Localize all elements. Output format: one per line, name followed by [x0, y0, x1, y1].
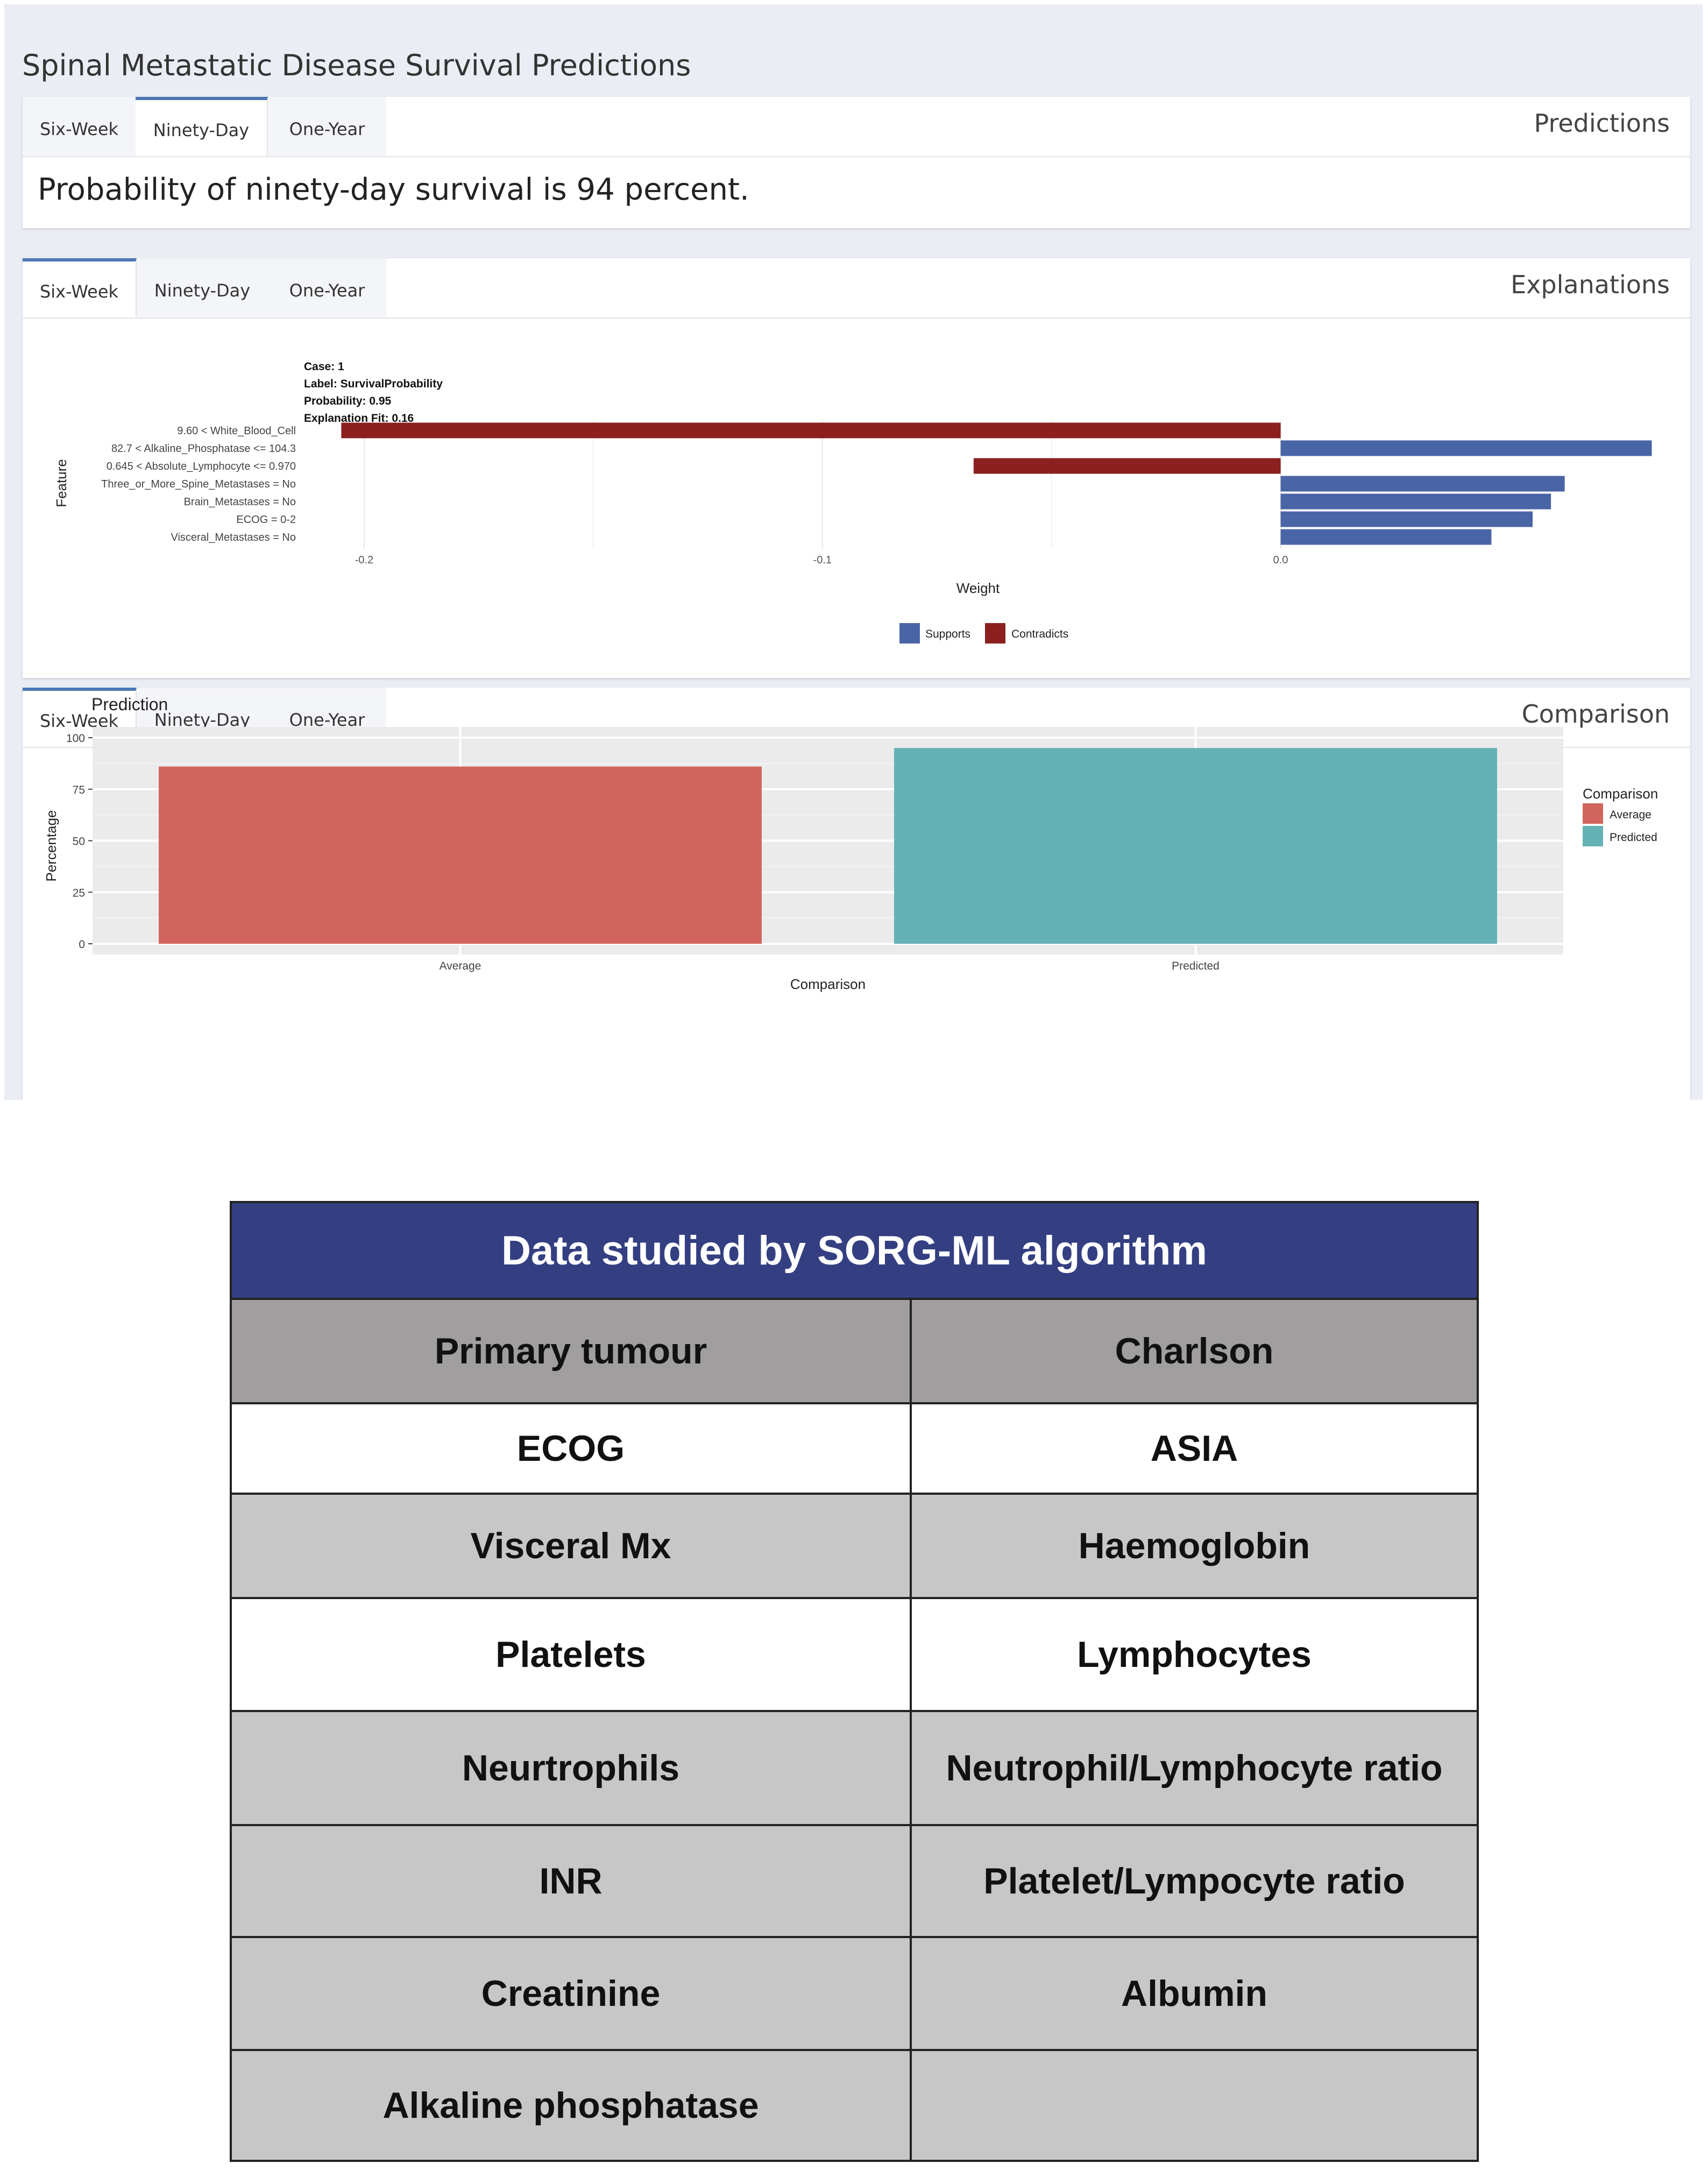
table-row: INR Platelet/Lympocyte ratio	[232, 1824, 1477, 1936]
y-tick-label: 0	[79, 938, 85, 951]
table-row: ECOG ASIA	[232, 1402, 1477, 1493]
table-cell: ECOG	[232, 1404, 912, 1493]
feature-label: 0.645 < Absolute_Lymphocyte <= 0.970	[107, 461, 296, 472]
feature-bar	[341, 422, 1281, 439]
comparison-heading: Comparison	[1521, 699, 1670, 729]
info-line: Label: SurvivalProbability	[304, 378, 443, 390]
x-tick-label: 0.0	[1273, 554, 1288, 566]
legend-swatch-contradicts	[985, 623, 1005, 644]
y-tick-label: 50	[73, 836, 85, 848]
x-tick-label: Average	[440, 960, 481, 972]
tab-six-week[interactable]: Six-Week	[23, 258, 137, 317]
table-cell: Neurtrophils	[232, 1712, 912, 1824]
chart-title: Prediction	[91, 695, 168, 714]
tab-ninety-day[interactable]: Ninety-Day	[136, 97, 268, 156]
feature-label: Three_or_More_Spine_Metastases = No	[101, 478, 296, 490]
legend-swatch-predicted	[1583, 826, 1603, 846]
prediction-text: Probability of ninety-day survival is 94…	[38, 172, 749, 207]
table-row: Visceral Mx Haemoglobin	[232, 1493, 1477, 1597]
table-header-row: Primary tumour Charlson	[232, 1298, 1477, 1402]
sorg-ml-data-table: Data studied by SORG-ML algorithm Primar…	[230, 1201, 1479, 2162]
x-axis-label: Comparison	[790, 976, 866, 992]
legend-swatch-average	[1583, 803, 1603, 824]
info-line: Probability: 0.95	[304, 395, 392, 407]
x-tick-label: Predicted	[1172, 960, 1220, 972]
table-cell: Lymphocytes	[1077, 1634, 1312, 1675]
tab-ninety-day[interactable]: Ninety-Day	[137, 258, 268, 317]
table-cell: Platelet/Lympocyte ratio	[983, 1861, 1405, 1902]
predictions-heading: Predictions	[1534, 109, 1670, 138]
feature-bar	[1280, 529, 1492, 545]
explanations-heading: Explanations	[1511, 270, 1670, 299]
explanations-panel: Six-Week Ninety-Day One-Year Explanation…	[23, 258, 1690, 678]
table-header-cell: Primary tumour	[232, 1300, 912, 1402]
table-cell: Alkaline phosphatase	[232, 2051, 912, 2160]
legend-label: Predicted	[1610, 831, 1657, 844]
table-cell: Platelets	[232, 1599, 912, 1710]
explanation-chart: Case: 1 Label: SurvivalProbability Probabi…	[53, 361, 1652, 644]
legend-label: Contradicts	[1011, 628, 1068, 640]
table-row: Creatinine Albumin	[232, 1936, 1477, 2049]
table-cell: Creatinine	[232, 1938, 912, 2049]
comparison-panel: Six-Week Ninety-Day One-Year Comparison …	[23, 688, 1690, 1100]
table-row: Neurtrophils Neutrophil/Lymphocyte ratio	[232, 1710, 1477, 1824]
feature-label: ECOG = 0-2	[236, 514, 296, 526]
comparison-bar	[894, 748, 1497, 944]
explanations-tabs: Six-Week Ninety-Day One-Year	[23, 258, 1690, 319]
comparison-bar	[159, 766, 762, 944]
table-row: Platelets Lymphocytes	[232, 1597, 1477, 1710]
table-row: Alkaline phosphatase	[232, 2049, 1477, 2160]
app-window: Spinal Metastatic Disease Survival Predi…	[4, 4, 1703, 1100]
y-axis-label: Feature	[53, 459, 69, 507]
legend-label: Supports	[925, 628, 970, 640]
feature-label: 82.7 < Alkaline_Phosphatase <= 104.3	[111, 443, 296, 455]
table-cell: Visceral Mx	[232, 1495, 912, 1597]
feature-label: 9.60 < White_Blood_Cell	[177, 425, 296, 437]
x-tick-label: -0.1	[813, 554, 832, 566]
table-cell: Neutrophil/Lymphocyte ratio	[946, 1748, 1443, 1789]
x-tick-label: -0.2	[355, 554, 373, 566]
table-title: Data studied by SORG-ML algorithm	[232, 1203, 1477, 1298]
tab-six-week[interactable]: Six-Week	[23, 688, 137, 747]
feature-bar	[973, 458, 1281, 474]
table-cell: Albumin	[1121, 1973, 1267, 2014]
feature-bar	[1280, 493, 1551, 510]
comparison-chart: 0 25 50 75 100 Average Predicted Prediction Comp…	[43, 695, 1658, 992]
tab-one-year[interactable]: One-Year	[268, 258, 386, 317]
y-tick-label: 25	[73, 887, 85, 899]
table-cell: Haemoglobin	[1078, 1525, 1310, 1566]
y-tick-label: 75	[73, 784, 85, 796]
predictions-tabs: Six-Week Ninety-Day One-Year	[23, 97, 1690, 157]
x-axis-label: Weight	[956, 580, 1000, 596]
legend-label: Average	[1610, 809, 1652, 821]
info-line: Explanation Fit: 0.16	[304, 412, 414, 425]
feature-label: Visceral_Metastases = No	[171, 532, 296, 543]
info-line: Case: 1	[304, 361, 344, 373]
feature-label: Brain_Metastases = No	[184, 496, 296, 508]
table-cell	[912, 2051, 1477, 2160]
app-title: Spinal Metastatic Disease Survival Predi…	[22, 48, 691, 82]
feature-bar	[1280, 440, 1652, 456]
tab-six-week[interactable]: Six-Week	[23, 97, 136, 156]
table-cell: ASIA	[1150, 1428, 1238, 1469]
feature-bar	[1280, 511, 1533, 527]
tab-one-year[interactable]: One-Year	[268, 97, 386, 156]
legend-swatch-supports	[899, 623, 920, 644]
y-tick-label: 100	[66, 732, 85, 745]
table-header-cell: Charlson	[1115, 1331, 1274, 1372]
y-axis-label: Percentage	[43, 810, 59, 882]
predictions-panel: Six-Week Ninety-Day One-Year Predictions…	[23, 97, 1690, 228]
table-cell: INR	[232, 1826, 912, 1936]
feature-bar	[1280, 476, 1565, 492]
legend-title: Comparison	[1583, 786, 1658, 802]
